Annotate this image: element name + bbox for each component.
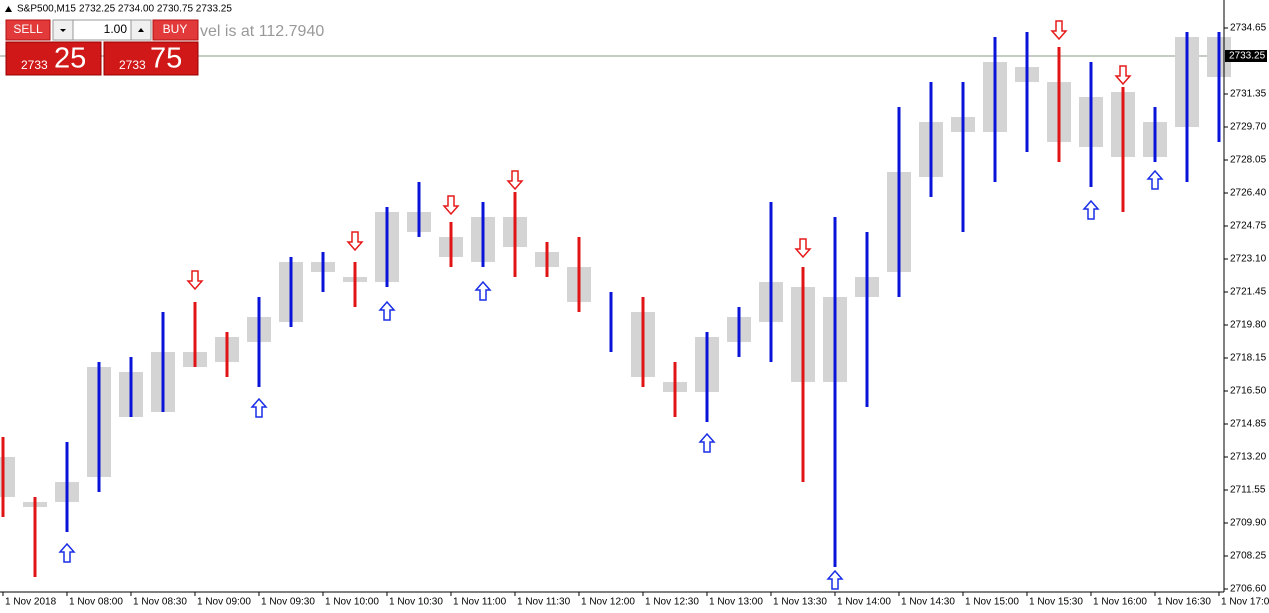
annotation: vel is at 112.7940 xyxy=(200,23,324,40)
y-tick-label: 2728.05 xyxy=(1230,155,1267,166)
up-arrow xyxy=(1146,169,1164,190)
buy-label: BUY xyxy=(163,22,188,36)
x-tick-label: 1 Nov 08:30 xyxy=(133,597,187,608)
x-tick-label: 1 Nov 10:30 xyxy=(389,597,443,608)
x-tick-label: 1 Nov 16:00 xyxy=(1093,597,1147,608)
down-arrow xyxy=(794,238,812,259)
down-arrow xyxy=(186,270,204,291)
y-tick-label: 2734.65 xyxy=(1230,23,1267,34)
y-tick-label: 2721.45 xyxy=(1230,287,1267,298)
x-tick-label: 1 Nov 11:30 xyxy=(517,597,571,608)
x-tick-label: 1 Nov 17:00 xyxy=(1221,597,1269,608)
trade-panel: SELL 1.00 BUY 2733 25 2733 75 xyxy=(5,19,199,76)
y-tick-label: 2724.75 xyxy=(1230,221,1267,232)
lot-up-icon xyxy=(138,28,144,32)
y-tick-label: 2709.90 xyxy=(1230,518,1267,529)
x-tick-label: 1 Nov 16:30 xyxy=(1157,597,1211,608)
x-tick-label: 1 Nov 13:30 xyxy=(773,597,827,608)
down-arrow xyxy=(1114,65,1132,86)
x-tick-label: 1 Nov 14:30 xyxy=(901,597,955,608)
sell-button[interactable] xyxy=(5,19,51,41)
y-tick-label: 2718.15 xyxy=(1230,353,1267,364)
x-tick-label: 1 Nov 14:00 xyxy=(837,597,891,608)
up-arrow xyxy=(378,300,396,321)
buy-price-main: 2733 xyxy=(119,58,146,72)
down-arrow xyxy=(1050,20,1068,41)
x-tick-label: 1 Nov 11:00 xyxy=(453,597,507,608)
x-tick-label: 1 Nov 15:30 xyxy=(1029,597,1083,608)
down-arrow xyxy=(346,231,364,252)
sell-price-box[interactable] xyxy=(5,41,102,76)
sell-price-pips: 25 xyxy=(54,43,86,75)
x-tick-label: 1 Nov 09:00 xyxy=(197,597,251,608)
price-label: 2733.25 xyxy=(1229,51,1266,62)
sell-label: SELL xyxy=(13,22,43,36)
buy-button[interactable] xyxy=(152,19,199,41)
y-tick-label: 2706.60 xyxy=(1230,584,1267,595)
chart-title: S&P500,M15 xyxy=(17,4,76,15)
y-tick-label: 2723.10 xyxy=(1230,254,1267,265)
x-tick-label: 1 Nov 12:30 xyxy=(645,597,699,608)
up-arrow xyxy=(58,542,76,563)
y-tick-label: 2731.35 xyxy=(1230,89,1267,100)
x-tick-label: 1 Nov 09:30 xyxy=(261,597,315,608)
lot-value: 1.00 xyxy=(104,22,128,36)
down-arrow xyxy=(442,195,460,216)
y-tick-label: 2714.85 xyxy=(1230,419,1267,430)
up-arrow xyxy=(698,432,716,453)
ohlc-text: 2732.25 2734.00 2730.75 2733.25 xyxy=(79,4,232,15)
y-tick-label: 2729.70 xyxy=(1230,122,1267,133)
up-arrow xyxy=(1082,199,1100,220)
y-tick-label: 2708.25 xyxy=(1230,551,1267,562)
sell-price-main: 2733 xyxy=(21,58,48,72)
plot-area xyxy=(0,20,1231,590)
y-tick-label: 2726.40 xyxy=(1230,188,1267,199)
y-tick-label: 2716.50 xyxy=(1230,386,1267,397)
up-arrow xyxy=(474,280,492,301)
y-tick-label: 2719.80 xyxy=(1230,320,1267,331)
up-arrow xyxy=(826,569,844,590)
x-tick-label: 1 Nov 08:00 xyxy=(69,597,123,608)
buy-price-box[interactable] xyxy=(103,41,199,76)
collapse-icon[interactable] xyxy=(5,6,12,12)
price-label-box xyxy=(1225,50,1267,62)
lot-down-icon xyxy=(60,29,66,32)
up-arrow xyxy=(250,397,268,418)
x-tick-label: 1 Nov 13:00 xyxy=(709,597,763,608)
x-tick-label: 1 Nov 15:00 xyxy=(965,597,1019,608)
y-tick-label: 2713.20 xyxy=(1230,452,1267,463)
x-tick-label: 1 Nov 12:00 xyxy=(581,597,635,608)
y-tick-label: 2711.55 xyxy=(1230,485,1266,496)
down-arrow xyxy=(506,170,524,191)
buy-price-pips: 75 xyxy=(150,43,182,75)
x-tick-label: 1 Nov 2018 xyxy=(5,597,57,608)
x-tick-label: 1 Nov 10:00 xyxy=(325,597,379,608)
